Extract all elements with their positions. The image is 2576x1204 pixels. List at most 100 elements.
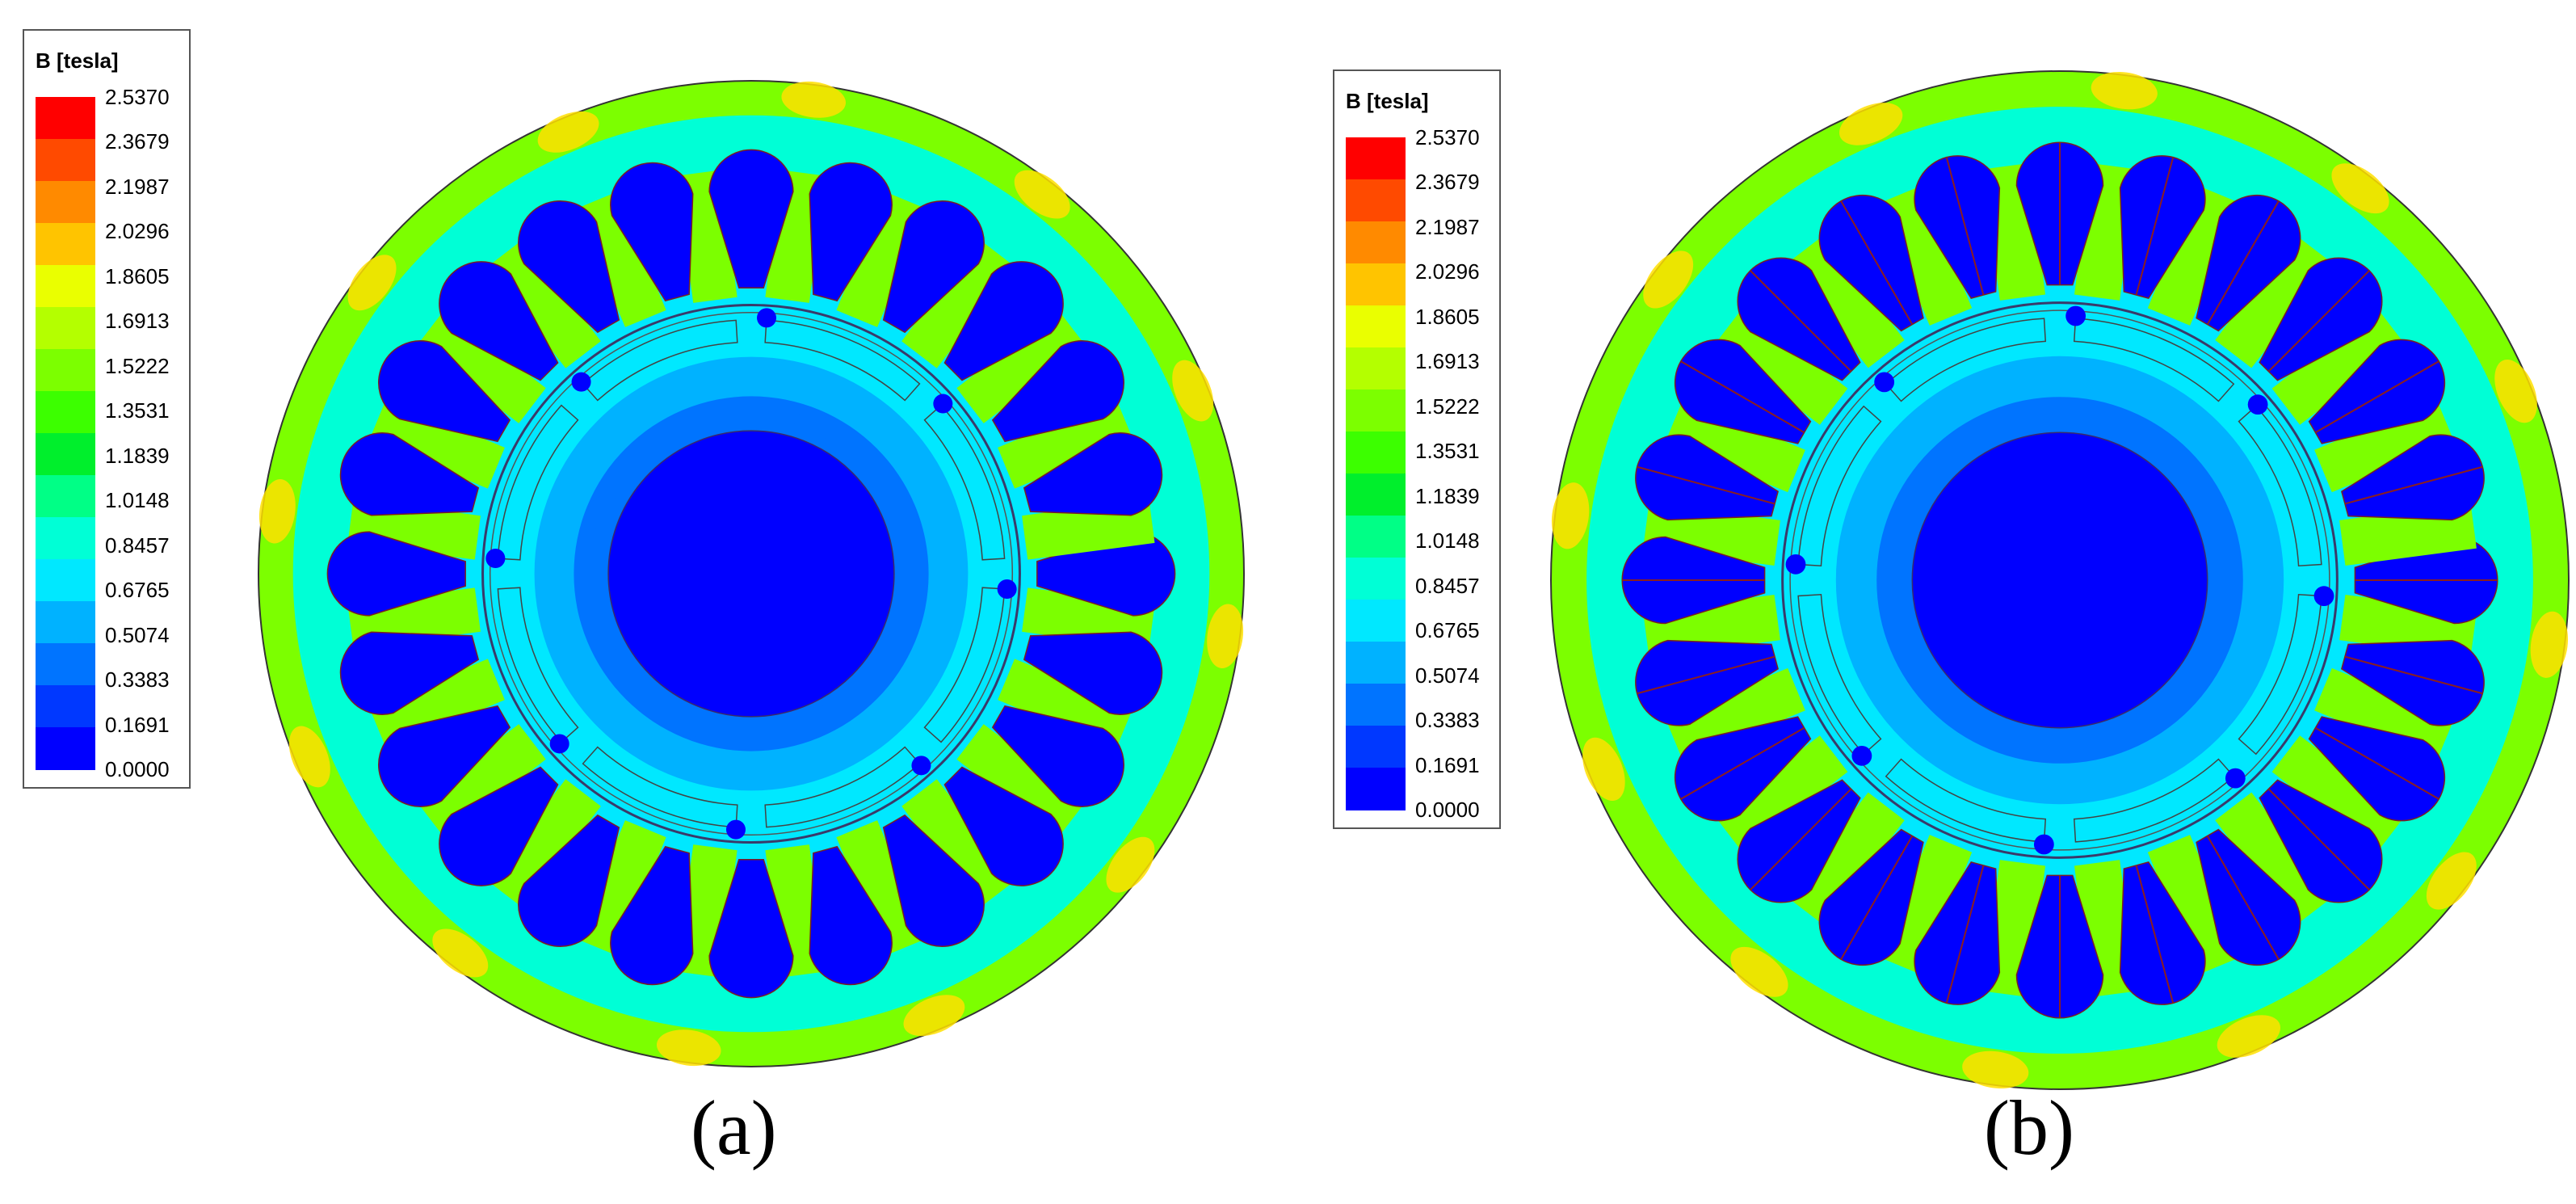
colorbar-swatch <box>1346 768 1406 810</box>
colorbar-swatch <box>1346 558 1406 600</box>
slot-winding <box>339 631 480 715</box>
slot-winding <box>2341 434 2485 521</box>
stator-tooth <box>901 239 1015 368</box>
stator-slot <box>2119 155 2241 326</box>
colorbar-tick-label: 0.8457 <box>1415 573 1480 598</box>
slot-winding <box>882 814 985 947</box>
stator-slot <box>998 631 1163 749</box>
colorbar-swatch <box>36 643 95 686</box>
stator-slot <box>2015 141 2137 301</box>
slot-divider <box>2135 157 2175 296</box>
permanent-magnet <box>2073 758 2235 843</box>
slot-winding <box>708 149 794 288</box>
slot-winding <box>1914 155 2001 299</box>
colorbar-tick-label: 0.8457 <box>105 533 170 558</box>
colorbar-swatch <box>36 559 95 602</box>
colorbar-swatch <box>36 391 95 434</box>
slot-winding <box>1914 861 2001 1005</box>
colorbar-tick-label: 0.3383 <box>105 667 170 693</box>
permanent-magnet <box>764 319 921 402</box>
colorbar-tick-label: 2.1987 <box>1415 214 1480 239</box>
stator-tooth <box>576 192 666 327</box>
stator-slot <box>991 340 1133 489</box>
slot-divider <box>2206 835 2280 960</box>
stator-tooth <box>1788 234 1905 368</box>
stator-slot <box>901 766 1064 908</box>
slot-winding <box>708 859 794 999</box>
stator-slot <box>1914 155 2046 301</box>
colorbar-tick-label: 1.8605 <box>105 263 170 288</box>
stator-slot <box>836 814 985 956</box>
stator-tooth <box>1879 835 1973 975</box>
slot-winding <box>943 261 1064 381</box>
colorbar-tick-label: 2.0296 <box>1415 259 1480 284</box>
rotor-lobe <box>1979 411 2016 448</box>
flux-barrier <box>485 548 506 568</box>
motor-field-plot-b <box>1550 70 2570 1090</box>
colorbar-swatch <box>1346 432 1406 474</box>
shaft <box>607 430 895 718</box>
permanent-magnet <box>2238 405 2322 567</box>
colorbar-swatch <box>1346 305 1406 348</box>
stator-slot <box>1818 185 1973 332</box>
stator-tooth <box>1788 792 1905 926</box>
airgap <box>481 304 1021 844</box>
slot-divider <box>2314 360 2439 434</box>
stator-slot <box>378 309 546 443</box>
stator-tooth <box>417 724 546 838</box>
stator-slot <box>1879 835 2001 1005</box>
colorbar-swatch <box>36 307 95 350</box>
flux-barrier <box>757 308 777 328</box>
colorbar-tick-label: 0.0000 <box>1415 798 1480 822</box>
flux-hotspot <box>1106 836 1155 893</box>
slot-divider <box>1680 360 1805 434</box>
colorbar-tick-label: 0.3383 <box>1415 708 1480 733</box>
airgap <box>1781 301 2339 859</box>
colorbar-tick-label: 0.0000 <box>105 757 170 781</box>
permanent-magnet <box>764 746 921 828</box>
permanent-magnet <box>2238 593 2322 756</box>
slot-divider <box>1637 655 1775 695</box>
stator-tooth <box>487 239 601 368</box>
stator-tooth <box>576 820 666 956</box>
slot-winding <box>378 340 511 443</box>
colorbar-tick-label: 1.8605 <box>1415 304 1480 329</box>
colorbar-tick-label: 2.5370 <box>1415 125 1480 149</box>
stator-tooth <box>836 820 927 956</box>
caption-b: (b) <box>1984 1084 2074 1171</box>
slot-winding <box>326 531 466 617</box>
permanent-magnet <box>582 746 738 828</box>
rotor-lobe <box>587 495 624 532</box>
stator-tooth <box>2215 792 2332 926</box>
flux-hotspot <box>657 1029 721 1067</box>
stator-tooth <box>1714 308 1848 425</box>
flux-hotspot <box>2494 359 2537 423</box>
slot-winding <box>991 340 1124 443</box>
colorbar-legend-b: B [tesla] 2.5370 2.3679 2.1987 2.0296 1.8605… <box>1333 69 1501 829</box>
flux-hotspot <box>347 255 397 311</box>
stator-slot <box>2314 639 2485 761</box>
rotor-lobe <box>793 701 830 738</box>
shaft <box>1911 432 2208 729</box>
flux-barrier <box>2033 834 2054 855</box>
motor-field-plot-a <box>258 80 1245 1067</box>
slot-winding <box>439 766 559 886</box>
slot-divider <box>2135 865 2175 1004</box>
colorbar-swatch <box>1346 726 1406 768</box>
colorbar-tick-label: 1.6913 <box>105 309 170 334</box>
stator-tooth <box>2314 399 2455 493</box>
flux-barrier <box>725 819 746 840</box>
colorbar-swatch <box>36 433 95 476</box>
stator-slot <box>956 705 1124 838</box>
colorbar-tick-label: 0.6765 <box>1415 618 1480 643</box>
stator-slot <box>487 779 620 947</box>
stator-tooth <box>369 659 505 749</box>
colorbar-tick-label: 1.3531 <box>1415 439 1480 464</box>
slot-divider <box>1945 865 1985 1004</box>
slot-divider <box>1840 200 1914 326</box>
colorbar-swatch <box>36 475 95 518</box>
legend-title: B [tesla] <box>36 48 119 73</box>
slot-winding <box>518 200 620 334</box>
slot-winding <box>1635 639 1779 726</box>
slot-divider <box>2344 465 2483 505</box>
